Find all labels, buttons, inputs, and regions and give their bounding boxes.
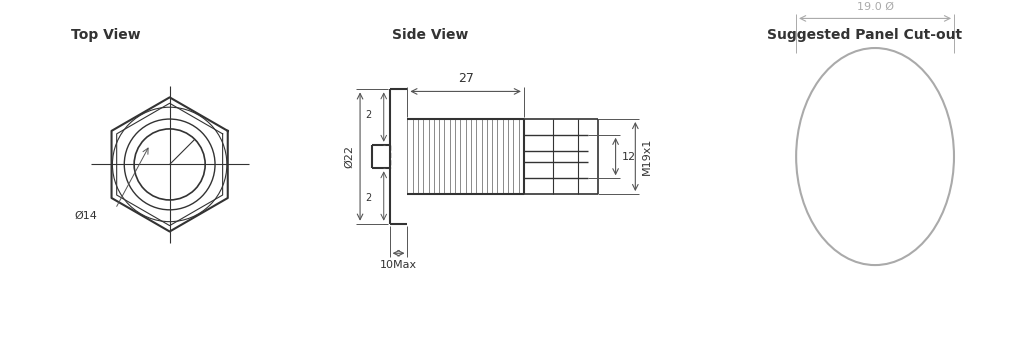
Text: Side View: Side View xyxy=(391,28,468,42)
Text: 2: 2 xyxy=(365,110,371,120)
Text: Suggested Panel Cut-out: Suggested Panel Cut-out xyxy=(767,28,962,42)
Text: Top View: Top View xyxy=(71,28,140,42)
Text: 2: 2 xyxy=(365,193,371,203)
Text: M19x1: M19x1 xyxy=(642,138,652,175)
Text: Ø22: Ø22 xyxy=(344,145,354,168)
Text: 19.0 Ø: 19.0 Ø xyxy=(856,1,894,11)
Text: 10Max: 10Max xyxy=(380,260,417,270)
Text: 12: 12 xyxy=(622,152,636,162)
Text: 27: 27 xyxy=(458,72,473,85)
Text: Ø14: Ø14 xyxy=(75,211,97,221)
